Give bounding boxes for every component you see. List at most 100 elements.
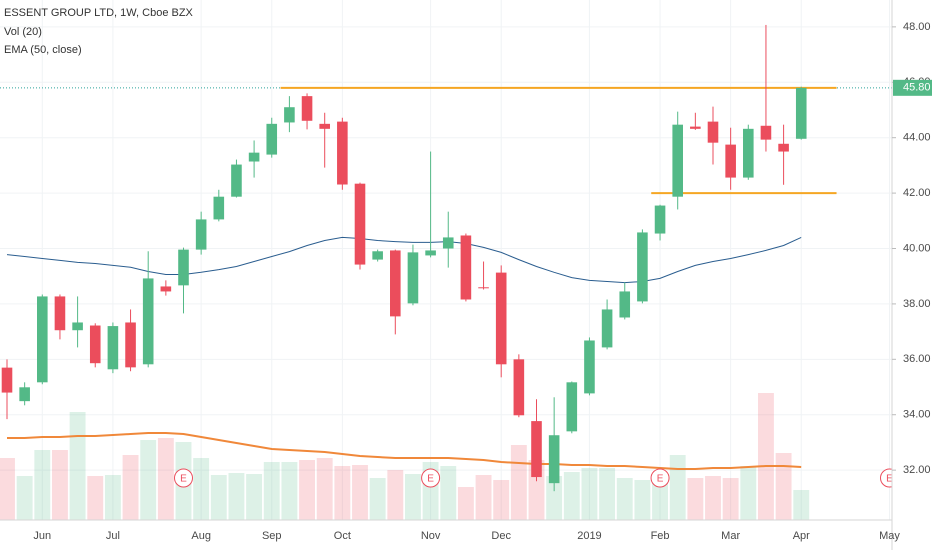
- volume-bar: [140, 440, 157, 520]
- x-tick-label: May: [879, 530, 900, 542]
- event-label: E: [886, 474, 893, 485]
- y-tick-label: 38.00: [903, 298, 931, 310]
- candle-body: [372, 251, 383, 260]
- x-tick-label: Nov: [421, 530, 441, 542]
- candle-body: [72, 322, 83, 331]
- candle-body: [266, 123, 278, 155]
- candle-body: [442, 237, 454, 249]
- candle-body: [725, 144, 736, 178]
- x-tick-label: Jul: [106, 530, 120, 542]
- volume-bar: [334, 466, 351, 520]
- candle-body: [654, 205, 666, 234]
- volume-bar: [475, 475, 492, 520]
- y-tick-label: 48.00: [903, 21, 931, 33]
- event-marker: [174, 468, 193, 488]
- candle-body: [566, 382, 578, 432]
- volume-bar: [687, 478, 704, 520]
- volume-bar: [563, 472, 580, 520]
- y-tick-label: 42.00: [903, 187, 931, 199]
- candle-body: [125, 322, 136, 368]
- x-tick-label: Jun: [33, 530, 51, 542]
- candle-body: [548, 435, 560, 484]
- candle-body: [425, 250, 436, 256]
- candle-body: [319, 123, 330, 129]
- x-tick-label: Oct: [334, 530, 351, 542]
- candle-body: [107, 326, 119, 370]
- volume-bar: [546, 476, 563, 520]
- volume-bar: [793, 490, 810, 520]
- volume-bar: [69, 412, 86, 520]
- candle-body: [284, 107, 295, 123]
- candle-body: [19, 387, 30, 402]
- candle-body: [301, 96, 313, 121]
- y-tick-label: 40.00: [903, 242, 931, 254]
- candle-body: [637, 232, 648, 302]
- candle-body: [743, 128, 754, 178]
- volume-bar: [246, 474, 263, 520]
- volume-bar: [705, 476, 721, 520]
- candle-body: [619, 291, 631, 318]
- candle-body: [478, 287, 489, 289]
- volume-ma-line: [7, 432, 802, 470]
- volume-bar: [352, 465, 368, 520]
- candle-body: [390, 250, 401, 317]
- volume-bar: [228, 473, 245, 520]
- y-tick-label: 44.00: [903, 132, 931, 144]
- volume-bar: [740, 466, 757, 520]
- volume-bar: [34, 450, 51, 520]
- y-tick-label: 34.00: [903, 409, 931, 421]
- candle-body: [531, 421, 542, 478]
- chart-title: ESSENT GROUP LTD, 1W, Cboe BZX: [4, 7, 194, 19]
- volume-bar: [16, 476, 33, 520]
- event-label: E: [180, 474, 187, 485]
- candle-body: [213, 196, 225, 220]
- candle-body: [54, 296, 66, 331]
- candle-body: [354, 183, 366, 265]
- candle-body: [778, 143, 789, 152]
- volume-bar: [440, 466, 457, 520]
- candle-body: [513, 359, 525, 416]
- candle-body: [460, 235, 472, 300]
- event-label: E: [427, 474, 434, 485]
- last-price-label: 45.80: [903, 82, 931, 94]
- volume-bar: [0, 458, 15, 520]
- volume-bar: [87, 476, 104, 520]
- candle-body: [407, 252, 419, 304]
- candle-body: [231, 164, 242, 197]
- y-tick-label: 36.00: [903, 353, 931, 365]
- candle-body: [672, 124, 683, 197]
- volume-bar: [263, 462, 280, 520]
- candle-body: [37, 296, 48, 383]
- y-tick-label: 32.00: [903, 464, 931, 476]
- axes: 32.0034.0036.0038.0040.0042.0044.0046.00…: [33, 21, 932, 542]
- volume-bar: [616, 478, 633, 520]
- candle-body: [195, 219, 207, 250]
- x-tick-label: Mar: [721, 530, 740, 542]
- candle-body: [248, 152, 260, 162]
- candle-body: [760, 125, 772, 140]
- volume-bar: [299, 460, 315, 520]
- volume-bar: [599, 468, 616, 520]
- candle-body: [89, 325, 101, 364]
- candle-body: [160, 286, 172, 292]
- event-marker: [421, 468, 441, 488]
- x-tick-label: Sep: [262, 530, 282, 542]
- candle-body: [690, 126, 701, 129]
- ema-line: [6, 236, 802, 284]
- candle-body: [1, 367, 13, 393]
- x-tick-label: Dec: [491, 530, 511, 542]
- candle-body: [707, 121, 719, 143]
- candle-body: [178, 249, 189, 286]
- last-price-box: [893, 79, 932, 96]
- volume-bar: [669, 455, 686, 520]
- volume-bar: [369, 478, 386, 520]
- candle-body: [337, 121, 348, 185]
- volume-bar: [104, 475, 121, 520]
- volume-bar: [493, 480, 510, 520]
- volume-bar: [457, 487, 474, 520]
- candle-body: [795, 87, 807, 139]
- volume-bar: [387, 470, 404, 520]
- volume-bar: [193, 458, 210, 520]
- volume-bar: [52, 450, 68, 520]
